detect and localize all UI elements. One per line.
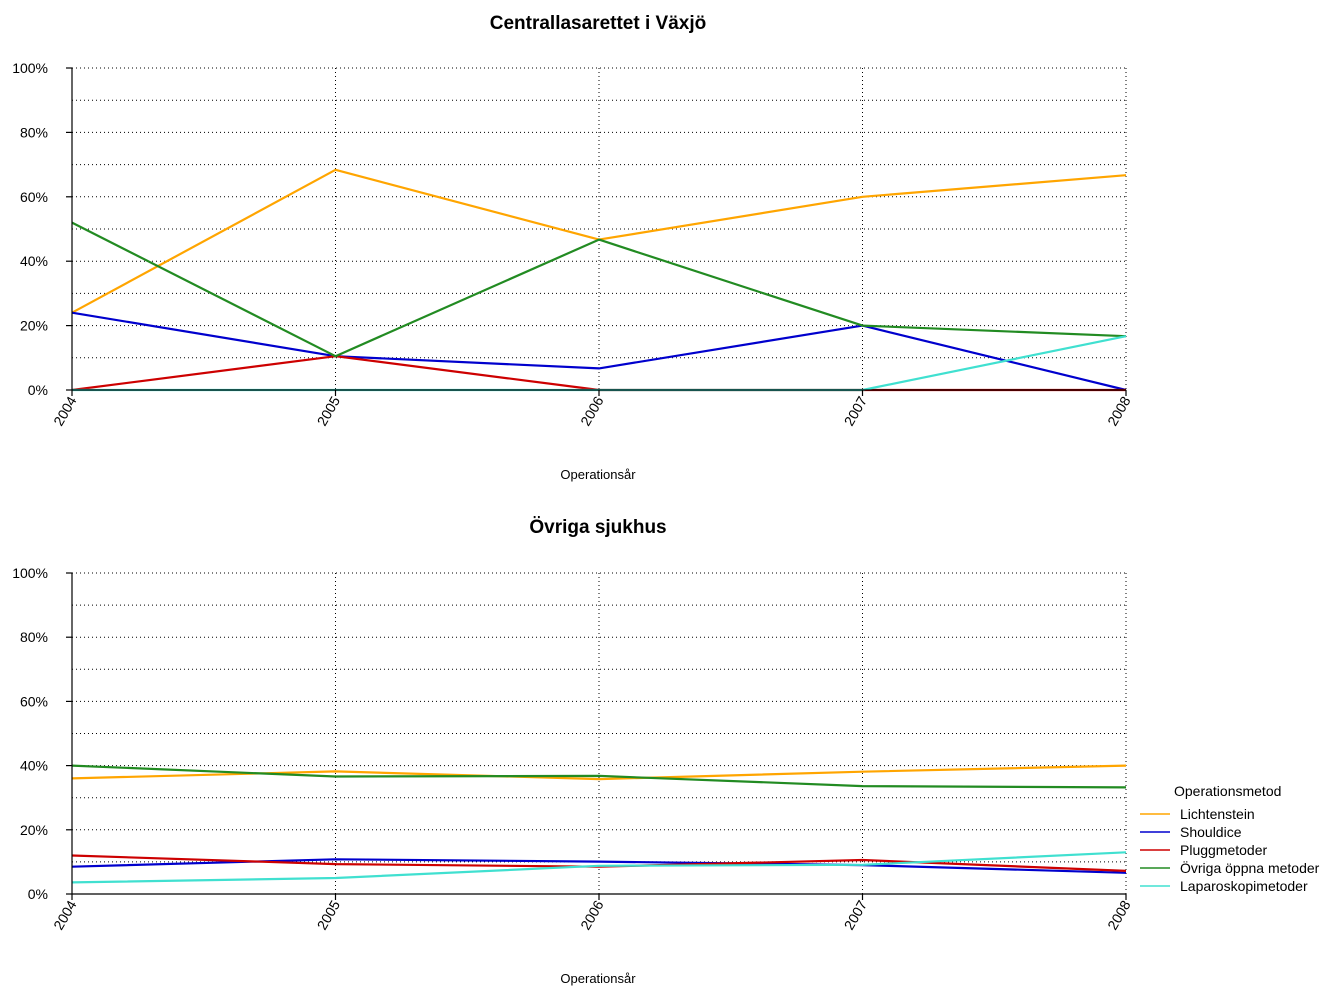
y-axis-ticks: 0% 20% 40% 60% 80% 100% (12, 60, 72, 398)
y-tick-label: 20% (20, 318, 48, 334)
y-tick-label: 60% (20, 189, 48, 205)
grid-lines (72, 572, 1127, 894)
y-tick-label: 100% (12, 565, 48, 581)
x-tick-label: 2005 (314, 897, 344, 932)
chart-title: Centrallasarettet i Växjö (490, 13, 706, 34)
y-axis-ticks: 0% 20% 40% 60% 80% 100% (12, 565, 72, 902)
legend-label-laparoskopimetoder: Laparoskopimetoder (1180, 878, 1308, 894)
x-tick-label: 2006 (577, 897, 607, 932)
legend-label-pluggmetoder: Pluggmetoder (1180, 842, 1268, 858)
x-tick-label: 2007 (841, 393, 871, 428)
y-tick-label: 80% (20, 124, 48, 140)
chart-panel-bottom: Övriga sjukhus 0%20%40%60%80%100% 2004 20… (12, 517, 1134, 986)
series-line-lichtenstein (71, 168, 1127, 314)
chart-title: Övriga sjukhus (529, 517, 666, 538)
x-tick-label: 2008 (1104, 393, 1134, 428)
y-tick-label: 20% (20, 822, 48, 838)
y-tick-label: 40% (20, 253, 48, 269)
legend-label-lichtenstein: Lichtenstein (1180, 806, 1255, 822)
x-tick-label: 2006 (577, 393, 607, 428)
series-line--vriga-ppna-metoder (71, 764, 1127, 789)
x-axis-label: Operationsår (560, 971, 636, 986)
x-tick-label: 2004 (50, 897, 80, 932)
legend-label--vriga-ppna-metoder: Övriga öppna metoder (1180, 859, 1320, 876)
x-axis-ticks: 2004 2005 2006 2007 2008 (50, 894, 1134, 932)
y-tick-label: 60% (20, 693, 48, 709)
series-lines (71, 764, 1127, 884)
y-tick-label: 40% (20, 758, 48, 774)
x-tick-label: 2007 (841, 897, 871, 932)
legend-title: Operationsmetod (1174, 783, 1281, 799)
series-line-laparoskopimetoder (71, 851, 1127, 884)
x-tick-label: 2008 (1104, 897, 1134, 932)
x-axis-ticks: 2004 2005 2006 2007 2008 (50, 390, 1134, 428)
x-tick-label: 2004 (50, 393, 80, 428)
series-line--vriga-ppna-metoder (71, 221, 1127, 358)
y-tick-label: 0% (28, 382, 48, 398)
x-tick-label: 2005 (314, 393, 344, 428)
series-line-shouldice (71, 311, 1127, 392)
legend: Operationsmetod Lichtenstein Shouldice Plu… (1140, 783, 1320, 894)
grid-lines (72, 67, 1127, 390)
legend-items: Lichtenstein Shouldice PluggmetoderÖvriga … (1140, 806, 1320, 894)
x-axis-label: Operationsår (560, 467, 636, 482)
chart-panel-top: Centrallasarettet i Växjö 0% 20% 40% 60% 80%… (12, 13, 1134, 482)
y-tick-label: 100% (12, 60, 48, 76)
y-tick-label: 80% (20, 629, 48, 645)
legend-label-shouldice: Shouldice (1180, 824, 1242, 840)
y-tick-label: 0% (28, 886, 48, 902)
